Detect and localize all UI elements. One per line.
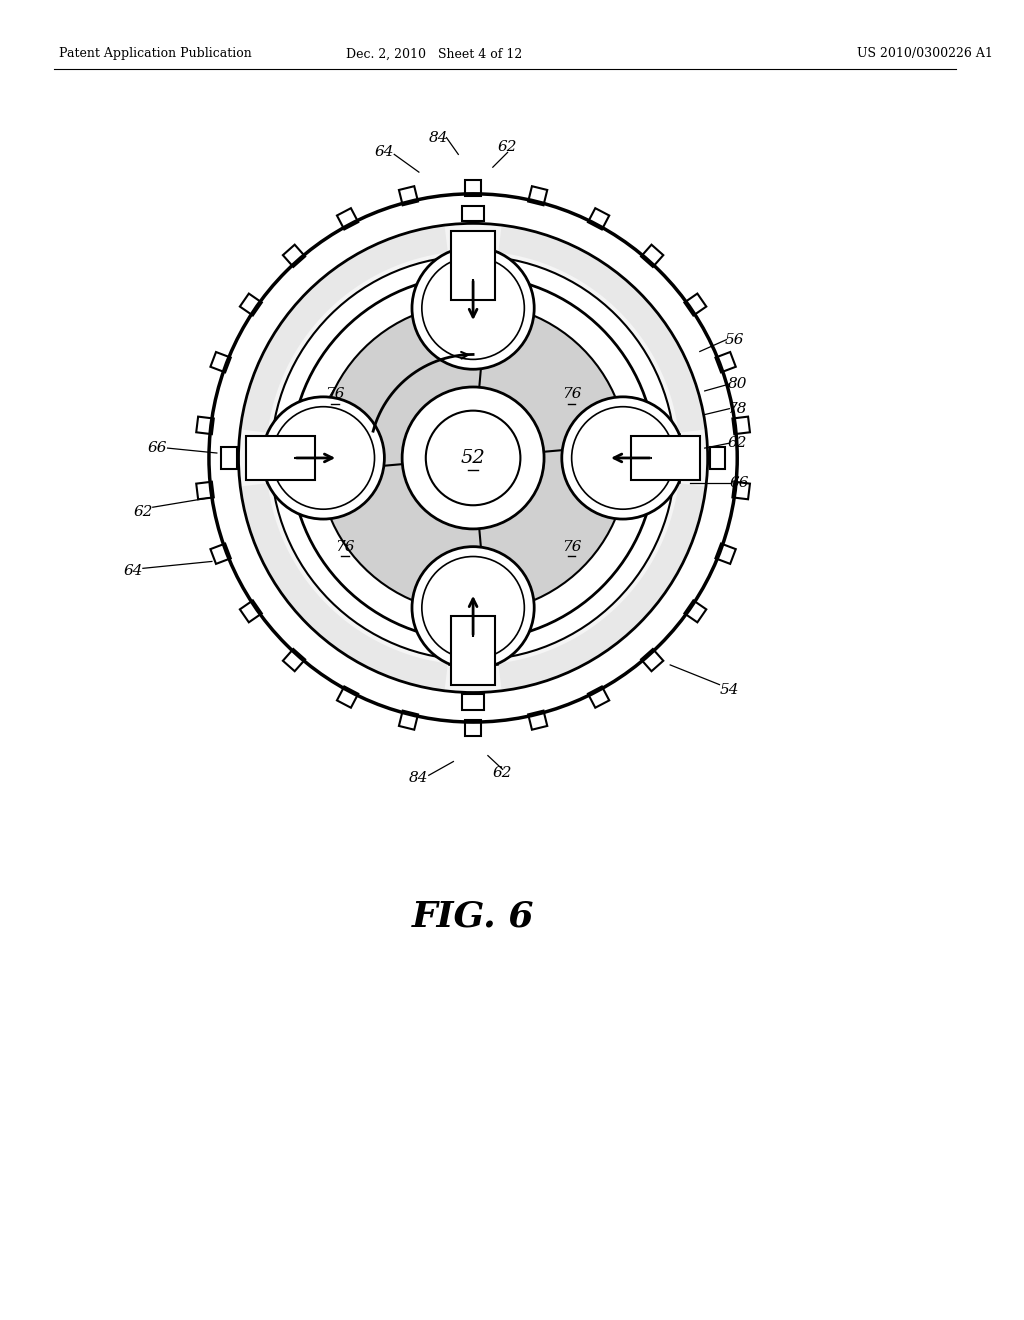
Polygon shape [465,721,481,735]
Polygon shape [462,257,484,273]
Polygon shape [460,304,628,471]
Text: Dec. 2, 2010   Sheet 4 of 12: Dec. 2, 2010 Sheet 4 of 12 [345,48,522,61]
Text: 66: 66 [147,441,168,455]
Circle shape [262,397,384,519]
Polygon shape [641,244,664,267]
Polygon shape [588,209,609,230]
Polygon shape [732,417,750,434]
Polygon shape [450,252,497,664]
Polygon shape [588,686,609,708]
Text: 76: 76 [326,387,345,401]
Text: FIG. 6: FIG. 6 [412,899,535,933]
Polygon shape [465,180,481,195]
Text: 66: 66 [729,475,749,490]
Text: US 2010/0300226 A1: US 2010/0300226 A1 [857,48,993,61]
Polygon shape [499,483,706,690]
Text: 80: 80 [727,378,746,391]
Circle shape [426,411,520,506]
Polygon shape [210,352,230,372]
Polygon shape [462,694,484,710]
Circle shape [412,247,535,370]
Polygon shape [197,482,214,499]
Polygon shape [240,601,262,622]
Polygon shape [684,601,707,622]
Polygon shape [710,447,725,469]
Text: 62: 62 [133,506,153,519]
Polygon shape [337,686,358,708]
Circle shape [562,397,684,519]
Text: 76: 76 [335,540,354,553]
Text: 62: 62 [493,767,512,780]
Polygon shape [452,231,495,300]
Text: 76: 76 [562,387,582,401]
Circle shape [271,256,675,660]
Text: 84: 84 [410,771,429,785]
Text: Patent Application Publication: Patent Application Publication [59,48,252,61]
Text: 56: 56 [725,333,744,347]
Polygon shape [452,615,495,685]
Polygon shape [247,437,315,479]
Polygon shape [657,447,673,469]
Polygon shape [318,445,486,612]
Polygon shape [399,710,418,730]
Polygon shape [684,293,707,315]
Polygon shape [499,226,706,433]
Text: 78: 78 [727,401,746,416]
Polygon shape [716,352,736,372]
Polygon shape [462,206,484,222]
Polygon shape [631,437,699,479]
Polygon shape [267,434,679,482]
Text: 64: 64 [375,145,394,160]
Polygon shape [210,544,230,564]
Polygon shape [732,482,750,499]
Circle shape [239,223,708,693]
Polygon shape [318,304,486,471]
Polygon shape [528,710,547,730]
Circle shape [291,276,655,640]
Circle shape [402,387,544,529]
Text: 54: 54 [720,682,739,697]
Circle shape [412,546,535,669]
Polygon shape [462,643,484,659]
Polygon shape [641,649,664,672]
Polygon shape [221,447,237,469]
Polygon shape [273,447,289,469]
Text: 62: 62 [498,140,517,154]
Polygon shape [460,445,628,612]
Polygon shape [528,186,547,206]
Polygon shape [241,226,447,433]
Text: 52: 52 [461,449,485,467]
Text: 76: 76 [562,540,582,553]
Text: 84: 84 [429,131,449,145]
Polygon shape [399,186,418,206]
Polygon shape [283,244,305,267]
Text: 64: 64 [123,564,142,578]
Text: 62: 62 [727,436,746,450]
Polygon shape [240,293,262,315]
Polygon shape [337,209,358,230]
Polygon shape [716,544,736,564]
Polygon shape [197,417,214,434]
Circle shape [209,194,737,722]
Polygon shape [283,649,305,672]
Polygon shape [241,483,447,690]
